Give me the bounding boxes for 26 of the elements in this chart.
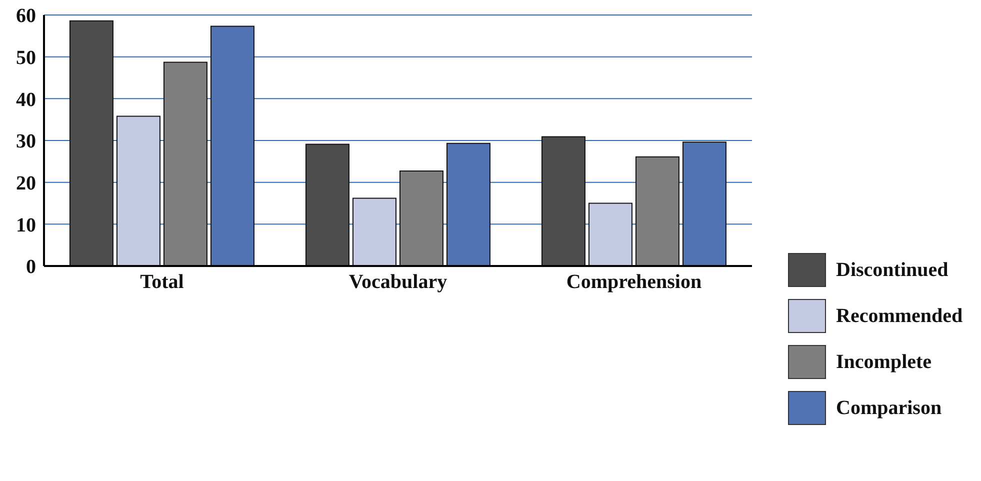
bar [116,116,160,266]
y-tick-label: 60 [16,5,36,28]
y-tick-label: 0 [26,256,36,278]
bar [399,170,444,266]
bar [446,142,490,266]
bar [541,136,586,266]
y-tick-label: 50 [16,46,36,69]
bar [682,142,726,266]
bar [69,20,114,266]
legend-label: Discontinued [836,258,948,282]
legend-label: Recommended [836,304,963,328]
x-tick-label: Total [140,271,184,294]
legend-label: Incomplete [836,350,932,374]
y-tick-label: 10 [16,214,36,236]
x-tick-label: Vocabulary [348,271,448,294]
bar [163,62,208,266]
bar [305,144,350,266]
legend-label: Comparison [836,396,942,420]
y-tick-label: 40 [16,88,36,111]
bar [588,202,632,266]
bar [352,198,396,266]
y-tick-label: 30 [16,130,36,153]
bar [210,26,254,266]
x-tick-label: Comprehension [566,271,702,294]
y-tick-label: 20 [16,172,36,194]
bar [635,156,680,266]
